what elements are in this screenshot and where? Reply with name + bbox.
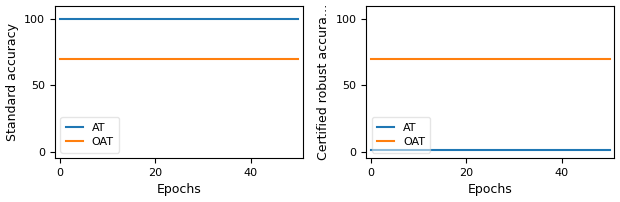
Y-axis label: Certified robust accura…: Certified robust accura…	[317, 4, 330, 160]
X-axis label: Epochs: Epochs	[157, 183, 202, 196]
Legend: AT, OAT: AT, OAT	[60, 117, 119, 153]
Legend: AT, OAT: AT, OAT	[372, 117, 430, 153]
X-axis label: Epochs: Epochs	[468, 183, 513, 196]
Y-axis label: Standard accuracy: Standard accuracy	[6, 23, 19, 141]
